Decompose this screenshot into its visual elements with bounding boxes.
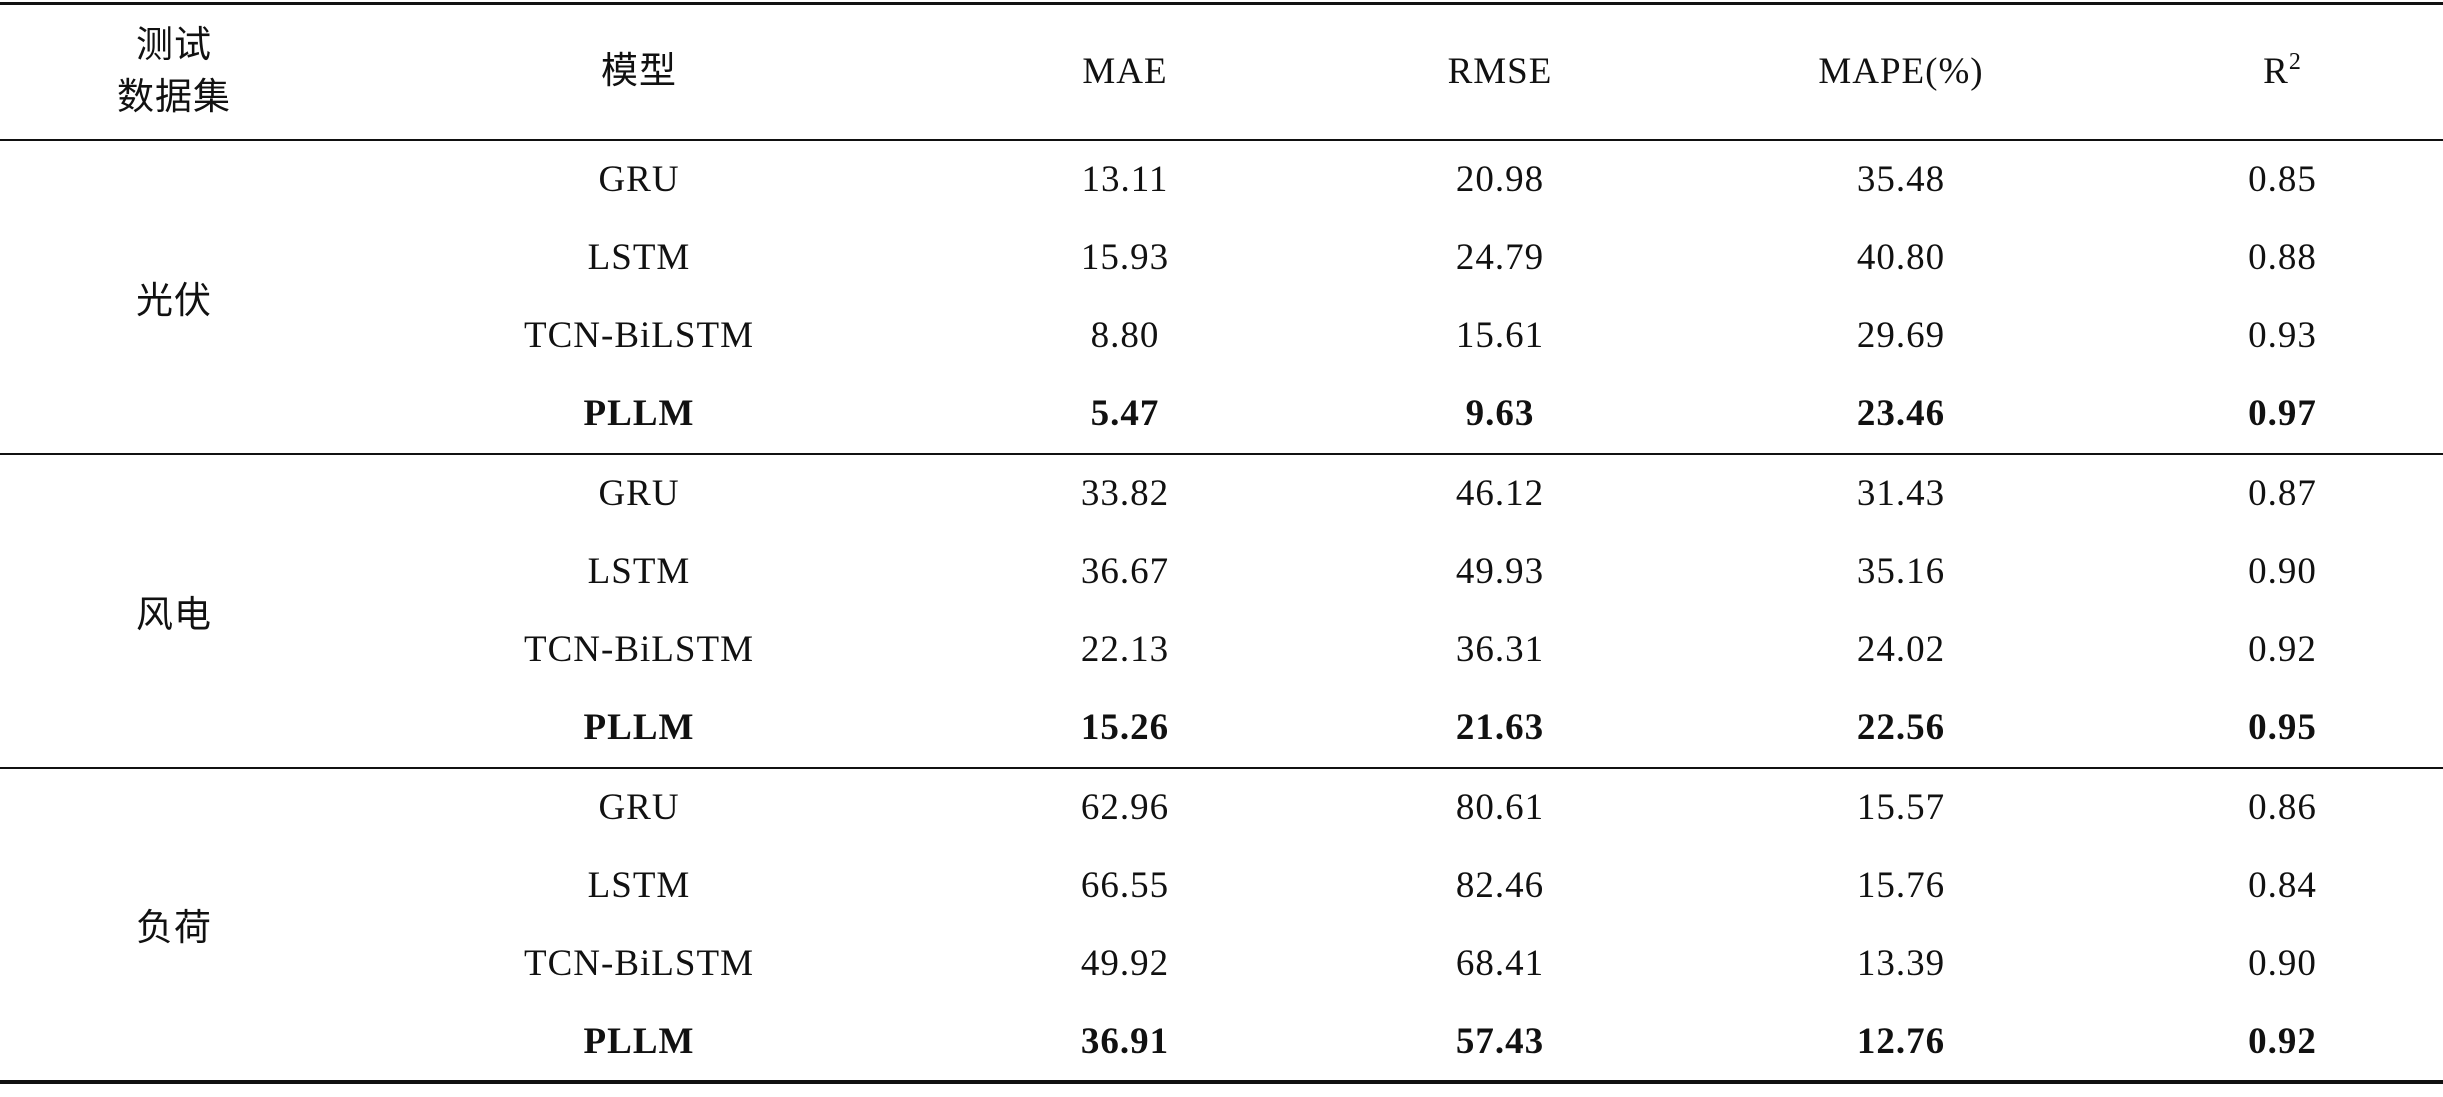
metric-cell: 36.67 (1080, 550, 1170, 592)
metric-cell: 0.84 (2248, 864, 2317, 906)
metric-cell: 24.02 (1856, 629, 1946, 671)
header-cell: RMSE (1447, 50, 1553, 92)
table-row: TCN-BiLSTM 22.13 36.31 24.02 0.92 (0, 611, 2443, 690)
metric-cell: 68.41 (1455, 943, 1545, 985)
metric-cell: 21.63 (1455, 707, 1545, 749)
table-header: 测试数据集 模型 MAE RMSE MAPE(%) R2 (0, 3, 2443, 140)
model-cell: TCN-BiLSTM (524, 943, 754, 985)
model-cell: TCN-BiLSTM (524, 315, 754, 357)
metric-cell: 23.46 (1856, 393, 1946, 435)
metric-cell: 33.82 (1080, 472, 1170, 514)
metric-cell: 31.43 (1856, 472, 1946, 514)
model-cell: GRU (598, 786, 680, 828)
model-cell: GRU (598, 472, 680, 514)
model-cell: LSTM (587, 550, 691, 592)
metric-cell: 35.48 (1856, 158, 1946, 200)
metric-cell: 36.31 (1455, 629, 1545, 671)
dataset-cell: 风电 (136, 594, 212, 636)
table-row: 负荷 GRU 62.96 80.61 15.57 0.86 (0, 768, 2443, 949)
header-cell: 测试 数据集 (0, 4, 348, 140)
header-cell: MAPE(%) (1818, 50, 1984, 92)
metric-cell: 0.87 (2248, 472, 2317, 514)
table-row: LSTM 15.93 24.79 40.80 0.88 (0, 218, 2443, 297)
table-row: TCN-BiLSTM 8.80 15.61 29.69 0.93 (0, 297, 2443, 376)
header-text: R (2263, 50, 2289, 92)
model-cell: PLLM (583, 393, 695, 435)
model-cell: TCN-BiLSTM (524, 629, 754, 671)
metric-cell: 12.76 (1856, 1020, 1946, 1062)
metric-cell: 20.98 (1455, 158, 1545, 200)
metric-cell: 0.93 (2248, 315, 2317, 357)
dataset-cell: 光伏 (136, 280, 212, 322)
table-row: 风电 GRU 33.82 46.12 31.43 0.87 (0, 454, 2443, 636)
header-cell: MAE (1082, 50, 1168, 92)
header-cell: 模型 (601, 50, 677, 92)
metric-cell: 35.16 (1856, 550, 1946, 592)
metric-cell: 5.47 (1090, 393, 1160, 435)
header-superscript: 2 (2288, 48, 2302, 75)
table-row: TCN-BiLSTM 49.92 68.41 13.39 0.90 (0, 925, 2443, 1004)
metric-cell: 24.79 (1455, 236, 1545, 278)
metric-cell: 15.26 (1080, 707, 1170, 749)
metric-cell: 40.80 (1856, 236, 1946, 278)
metric-cell: 13.39 (1856, 943, 1946, 985)
metric-cell: 0.90 (2248, 550, 2317, 592)
group: 负荷 GRU 62.96 80.61 15.57 0.86 LSTM 66.55 82.46 15… (0, 768, 2443, 1082)
metric-cell: 15.61 (1455, 315, 1545, 357)
metric-cell: 0.95 (2248, 707, 2317, 749)
metric-cell: 49.92 (1080, 943, 1170, 985)
metric-cell: 36.91 (1080, 1020, 1170, 1062)
model-cell: LSTM (587, 236, 691, 278)
table-row: LSTM 66.55 82.46 15.76 0.84 (0, 846, 2443, 925)
metric-cell: 15.93 (1080, 236, 1170, 278)
header-line: 测试 (136, 24, 212, 66)
metric-cell: 15.76 (1856, 864, 1946, 906)
metric-cell: 0.97 (2248, 393, 2317, 435)
model-cell: PLLM (583, 707, 695, 749)
table-row: PLLM 15.26 21.63 22.56 0.95 (0, 689, 2443, 768)
metric-cell: 0.88 (2248, 236, 2317, 278)
metric-cell: 57.43 (1455, 1020, 1545, 1062)
metric-cell: 15.57 (1856, 786, 1946, 828)
table-row: 光伏 GRU 13.11 20.98 35.48 0.85 (0, 140, 2443, 322)
group: 光伏 GRU 13.11 20.98 35.48 0.85 LSTM 15.93 24.79 40… (0, 140, 2443, 454)
dataset-cell: 负荷 (136, 908, 212, 949)
metric-cell: 82.46 (1455, 864, 1545, 906)
table-row: LSTM 36.67 49.93 35.16 0.90 (0, 532, 2443, 611)
metric-cell: 8.80 (1090, 315, 1160, 357)
metric-cell: 0.92 (2248, 629, 2317, 671)
header-line: 数据集 (117, 76, 231, 118)
metric-cell: 0.92 (2248, 1020, 2317, 1062)
header-cell: R2 (2122, 4, 2443, 140)
metric-cell: 49.93 (1455, 550, 1545, 592)
metric-cell: 9.63 (1465, 393, 1535, 435)
group: 风电 GRU 33.82 46.12 31.43 0.87 LSTM 36.67 49.93 35… (0, 454, 2443, 768)
table-row: PLLM 36.91 57.43 12.76 0.92 (0, 1003, 2443, 1082)
model-cell: GRU (598, 158, 680, 200)
metric-cell: 0.85 (2248, 158, 2317, 200)
metric-cell: 62.96 (1080, 786, 1170, 828)
metric-cell: 80.61 (1455, 786, 1545, 828)
metric-cell: 13.11 (1081, 158, 1169, 200)
metric-cell: 29.69 (1856, 315, 1946, 357)
metric-cell: 46.12 (1455, 472, 1545, 514)
metric-cell: 22.13 (1080, 629, 1170, 671)
metric-cell: 0.90 (2248, 943, 2317, 985)
header-row: 测试数据集 模型 MAE RMSE MAPE(%) R2 (0, 3, 2443, 140)
metric-cell: 22.56 (1856, 707, 1946, 749)
table-row: PLLM 5.47 9.63 23.46 0.97 (0, 375, 2443, 454)
model-cell: LSTM (587, 864, 691, 906)
metric-cell: 66.55 (1080, 864, 1170, 906)
metric-cell: 0.86 (2248, 786, 2317, 828)
model-cell: PLLM (583, 1020, 695, 1062)
